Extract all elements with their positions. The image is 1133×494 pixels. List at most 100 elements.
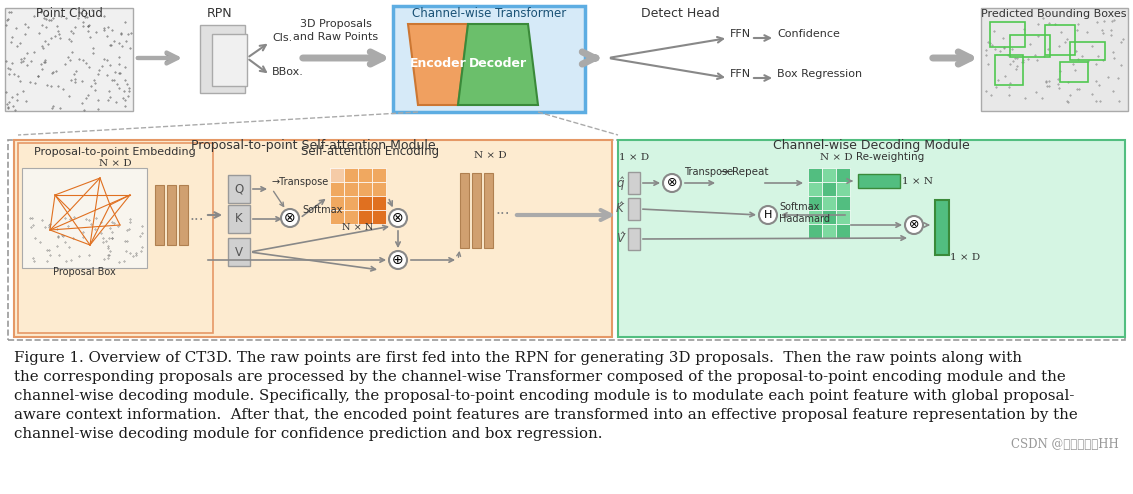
Bar [1045, 25, 1075, 55]
Bar [808, 196, 823, 210]
Text: ⊗: ⊗ [909, 218, 919, 232]
Text: Cls.: Cls. [272, 33, 292, 43]
Text: 3D Proposals: 3D Proposals [300, 19, 372, 29]
Text: Softmax: Softmax [780, 202, 819, 212]
Bar [836, 210, 850, 224]
Text: N × D: N × D [474, 151, 506, 160]
Text: Predicted Bounding Boxes: Predicted Bounding Boxes [981, 9, 1126, 19]
Text: Detect Head: Detect Head [640, 7, 719, 20]
Bar [5, 8, 133, 111]
Text: Proposal Box: Proposal Box [52, 267, 116, 277]
Text: Transpose: Transpose [684, 167, 733, 177]
Bar [358, 168, 372, 182]
Bar [167, 185, 176, 245]
Bar [344, 210, 358, 224]
Text: N × D: N × D [99, 159, 131, 167]
Bar [330, 182, 344, 196]
Polygon shape [408, 24, 468, 105]
Bar [460, 173, 469, 248]
Text: BBox.: BBox. [272, 67, 304, 77]
Text: channel-wise decoding module for confidence prediction and box regression.: channel-wise decoding module for confide… [14, 427, 603, 441]
Bar [981, 8, 1128, 111]
FancyBboxPatch shape [18, 143, 213, 333]
Bar [823, 182, 836, 196]
Text: ...: ... [496, 203, 510, 217]
Bar [201, 25, 245, 93]
Text: H: H [764, 210, 773, 220]
Bar [330, 210, 344, 224]
Bar [823, 210, 836, 224]
Text: V̂: V̂ [616, 233, 624, 246]
Bar [628, 228, 640, 250]
Bar [808, 224, 823, 238]
Bar [22, 168, 147, 268]
Text: Q: Q [235, 182, 244, 196]
Text: FFN: FFN [730, 29, 751, 39]
Bar [836, 182, 850, 196]
Bar [330, 168, 344, 182]
Text: Softmax: Softmax [303, 205, 342, 215]
Bar [228, 238, 250, 266]
Bar [344, 196, 358, 210]
Text: FFN: FFN [730, 69, 751, 79]
Bar [372, 168, 386, 182]
Bar [472, 173, 482, 248]
Bar [836, 196, 850, 210]
Text: q̂: q̂ [616, 176, 624, 190]
Bar [990, 22, 1025, 47]
Bar [823, 224, 836, 238]
Text: Self-attention Encoding: Self-attention Encoding [301, 146, 440, 159]
Text: Encoder: Encoder [410, 57, 467, 71]
FancyBboxPatch shape [8, 140, 1125, 340]
FancyBboxPatch shape [617, 140, 1125, 337]
Bar [372, 196, 386, 210]
Bar [836, 224, 850, 238]
Bar [484, 173, 493, 248]
Circle shape [281, 209, 299, 227]
Bar [358, 182, 372, 196]
Text: CSDN @一朵小红花HH: CSDN @一朵小红花HH [1012, 438, 1119, 451]
Bar [1060, 62, 1088, 82]
Bar [344, 168, 358, 182]
Bar [808, 210, 823, 224]
Bar [344, 182, 358, 196]
Text: N × D: N × D [819, 153, 852, 162]
Text: RPN: RPN [207, 7, 232, 20]
Bar [628, 198, 640, 220]
Text: ⊗: ⊗ [666, 176, 678, 190]
Bar [823, 168, 836, 182]
Text: Proposal-to-point Self-attention Module: Proposal-to-point Self-attention Module [190, 138, 435, 152]
Bar [823, 196, 836, 210]
Text: K̂: K̂ [616, 203, 624, 215]
Bar [330, 196, 344, 210]
Bar [228, 205, 250, 233]
Bar [935, 200, 949, 255]
Text: ⊗: ⊗ [284, 211, 296, 225]
Text: K: K [236, 212, 242, 225]
Bar [228, 175, 250, 203]
Text: the corresponding proposals are processed by the channel-wise Transformer compos: the corresponding proposals are processe… [14, 370, 1066, 384]
Text: → Repeat: → Repeat [719, 167, 768, 177]
Polygon shape [458, 24, 538, 105]
Bar [995, 55, 1023, 85]
Text: Point Cloud: Point Cloud [35, 7, 102, 20]
Text: Decoder: Decoder [469, 57, 527, 71]
Text: Channel-wise Transformer: Channel-wise Transformer [412, 7, 566, 20]
Text: V: V [235, 246, 242, 258]
Bar [858, 174, 900, 188]
Bar [1010, 35, 1050, 57]
Circle shape [759, 206, 777, 224]
Text: channel-wise decoding module. Specifically, the proposal-to-point encoding modul: channel-wise decoding module. Specifical… [14, 389, 1074, 403]
Bar [393, 6, 585, 112]
Bar [179, 185, 188, 245]
Text: 1 × D: 1 × D [949, 253, 980, 262]
Text: and Raw Points: and Raw Points [293, 32, 378, 42]
Text: →Transpose: →Transpose [272, 177, 330, 187]
Text: N × N: N × N [342, 222, 374, 232]
Text: Hadamard: Hadamard [780, 214, 830, 224]
Text: Re-weighting: Re-weighting [857, 152, 925, 162]
Bar [212, 34, 247, 86]
Bar [372, 182, 386, 196]
Text: ...: ... [189, 207, 204, 222]
Text: Proposal-to-point Embedding: Proposal-to-point Embedding [34, 147, 196, 157]
